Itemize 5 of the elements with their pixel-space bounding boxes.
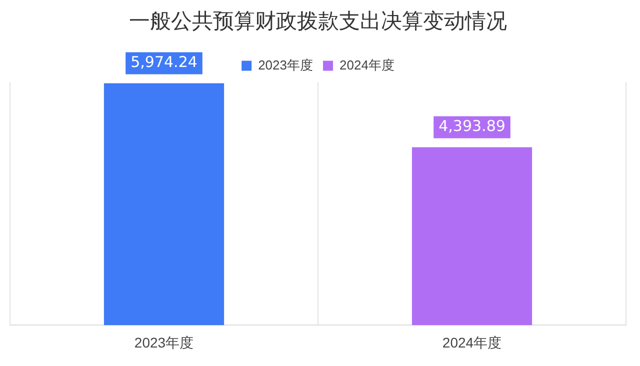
legend-label: 2024年度	[340, 57, 394, 72]
data-label: 5,974.24	[130, 53, 198, 72]
legend-label: 2023年度	[258, 57, 313, 72]
data-label: 4,393.89	[438, 117, 506, 136]
chart-title: 一般公共预算财政拨款支出决算变动情况	[129, 9, 507, 34]
